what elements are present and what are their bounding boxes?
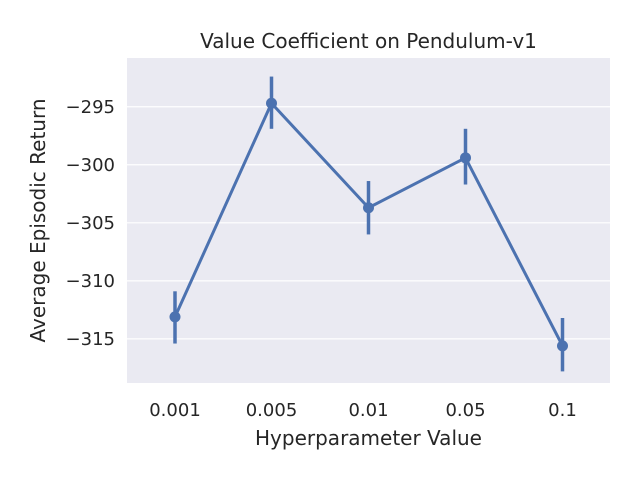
y-tick-label: −305 [66, 213, 115, 234]
x-tick-label: 0.05 [445, 400, 485, 421]
x-axis-label: Hyperparameter Value [255, 426, 482, 450]
data-point [169, 311, 181, 323]
x-tick-label: 0.005 [246, 400, 298, 421]
data-points [169, 97, 568, 352]
y-tick-label: −295 [66, 97, 115, 118]
y-tick-label: −310 [66, 271, 115, 292]
data-point [460, 152, 471, 164]
y-tick-label: −315 [66, 329, 115, 350]
y-tick-label: −300 [66, 155, 115, 176]
x-tick-label: 0.01 [348, 400, 388, 421]
x-tick-labels: 0.001 0.005 0.01 0.05 0.1 [149, 400, 577, 421]
chart-title: Value Coefficient on Pendulum-v1 [200, 29, 537, 53]
data-point [557, 340, 568, 352]
y-axis-label: Average Episodic Return [26, 98, 50, 342]
data-point [266, 97, 277, 109]
x-tick-label: 0.1 [548, 400, 577, 421]
y-tick-labels: −295 −300 −305 −310 −315 [66, 97, 115, 350]
data-point [363, 202, 374, 214]
x-tick-label: 0.001 [149, 400, 201, 421]
